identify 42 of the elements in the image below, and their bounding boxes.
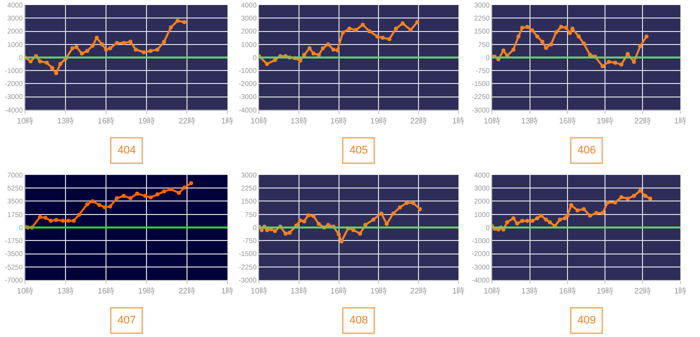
x-tick-label: 1時	[221, 286, 234, 296]
x-tick-label: 19時	[596, 116, 614, 126]
text: 409	[578, 314, 596, 326]
x-tick-label: 19時	[370, 286, 388, 296]
text: 406	[578, 144, 596, 156]
x-tick-label: 16時	[558, 116, 576, 126]
x-tick-label: 13時	[521, 116, 538, 126]
x-tick-label: 19時	[138, 116, 156, 126]
x-tick-label: 13時	[290, 116, 308, 126]
x-tick-label: 10時	[16, 116, 34, 126]
x-tick-label: 22時	[410, 116, 428, 126]
x-tick-label: 22時	[634, 286, 652, 296]
x-tick-label: 19時	[596, 286, 614, 296]
x-tick-label: 22時	[178, 286, 196, 296]
x-tick-label: 13時	[521, 286, 538, 296]
x-tick-label: 16時	[330, 286, 348, 296]
x-tick-label: 10時	[250, 116, 268, 126]
x-tick-label: 22時	[178, 116, 196, 126]
x-tick-label: 22時	[410, 286, 428, 296]
x-tick-label: 1時	[674, 116, 687, 126]
x-tick-label: 13時	[57, 116, 74, 126]
x-tick-label: 10時	[484, 116, 501, 126]
x-tick-label: 1時	[452, 286, 465, 296]
x-tick-label: 19時	[370, 116, 388, 126]
x-tick-label: 16時	[98, 116, 115, 126]
text: 408	[350, 314, 368, 326]
x-tick-label: 1時	[221, 116, 234, 126]
x-tick-label: 1時	[674, 286, 687, 296]
text: 404	[118, 144, 136, 156]
x-tick-label: 10時	[250, 286, 268, 296]
x-tick-label: 10時	[484, 286, 501, 296]
x-tick-label: 22時	[634, 116, 652, 126]
text: 405	[350, 144, 368, 156]
text: 407	[118, 314, 136, 326]
x-tick-label: 16時	[558, 286, 576, 296]
x-tick-label: 16時	[98, 286, 115, 296]
x-tick-label: 1時	[452, 116, 465, 126]
x-tick-label: 13時	[290, 286, 308, 296]
x-tick-label: 19時	[138, 286, 156, 296]
x-tick-label: 10時	[16, 286, 34, 296]
x-tick-label: 16時	[330, 116, 348, 126]
x-tick-label: 13時	[57, 286, 74, 296]
